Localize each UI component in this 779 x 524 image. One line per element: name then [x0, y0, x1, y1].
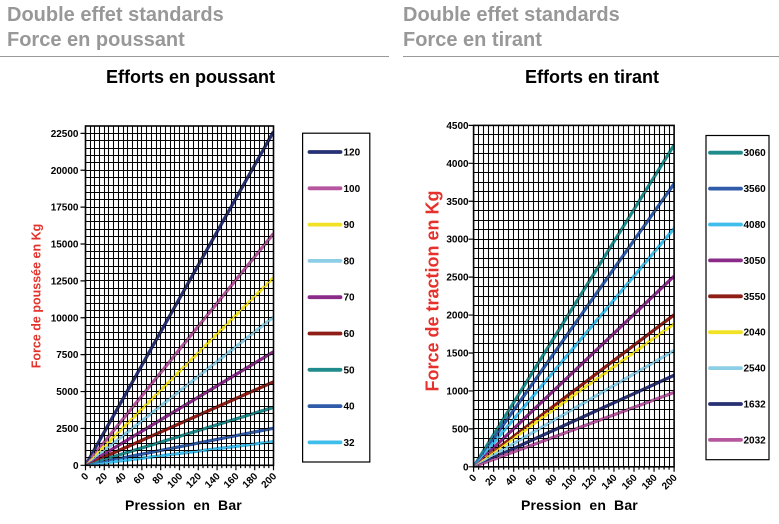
svg-text:17500: 17500: [51, 203, 79, 214]
svg-text:60: 60: [132, 471, 148, 487]
svg-text:22500: 22500: [51, 129, 79, 140]
svg-text:1500: 1500: [446, 349, 469, 360]
svg-text:12500: 12500: [51, 276, 79, 287]
svg-text:2500: 2500: [56, 424, 79, 435]
svg-text:80: 80: [544, 472, 560, 488]
svg-text:0: 0: [73, 461, 79, 472]
svg-text:10000: 10000: [51, 313, 79, 324]
svg-text:Force de traction en Kg: Force de traction en Kg: [423, 190, 443, 391]
svg-text:70: 70: [344, 293, 356, 304]
svg-text:5000: 5000: [56, 387, 79, 398]
svg-text:3000: 3000: [446, 235, 469, 246]
svg-text:2500: 2500: [446, 273, 469, 284]
svg-text:7500: 7500: [56, 350, 79, 361]
svg-text:2032: 2032: [744, 435, 767, 446]
svg-text:0: 0: [468, 472, 480, 484]
svg-text:80: 80: [344, 256, 356, 267]
svg-text:160: 160: [620, 472, 640, 492]
svg-text:140: 140: [203, 471, 223, 491]
svg-text:160: 160: [222, 471, 242, 491]
svg-text:120: 120: [580, 472, 600, 492]
svg-text:90: 90: [344, 220, 356, 231]
svg-text:0: 0: [463, 462, 469, 473]
svg-text:Force de poussée en Kg: Force de poussée en Kg: [30, 224, 44, 368]
svg-text:60: 60: [344, 329, 356, 340]
svg-text:80: 80: [151, 471, 167, 487]
svg-text:180: 180: [640, 472, 660, 492]
svg-text:15000: 15000: [51, 240, 79, 251]
svg-text:2540: 2540: [744, 364, 767, 375]
svg-text:50: 50: [344, 365, 356, 376]
svg-text:2000: 2000: [446, 311, 469, 322]
svg-text:40: 40: [504, 472, 520, 488]
svg-text:200: 200: [660, 472, 680, 492]
svg-text:100: 100: [344, 184, 361, 195]
svg-text:40: 40: [344, 402, 356, 413]
svg-text:1000: 1000: [446, 386, 469, 397]
svg-text:0: 0: [79, 471, 91, 483]
svg-text:180: 180: [241, 471, 261, 491]
svg-text:4500: 4500: [446, 121, 469, 132]
svg-text:120: 120: [344, 148, 361, 159]
svg-text:32: 32: [344, 438, 356, 449]
svg-text:100: 100: [560, 472, 580, 492]
svg-text:1632: 1632: [744, 400, 767, 411]
svg-text:3050: 3050: [744, 256, 767, 267]
svg-text:20: 20: [94, 471, 110, 487]
svg-text:20: 20: [484, 472, 500, 488]
svg-text:3560: 3560: [744, 184, 767, 195]
svg-text:500: 500: [452, 424, 469, 435]
svg-text:20000: 20000: [51, 166, 79, 177]
svg-text:200: 200: [260, 471, 280, 491]
svg-text:40: 40: [113, 471, 129, 487]
svg-text:2040: 2040: [744, 328, 767, 339]
svg-text:3060: 3060: [744, 148, 767, 159]
svg-text:140: 140: [600, 472, 620, 492]
svg-text:4080: 4080: [744, 220, 767, 231]
svg-text:4000: 4000: [446, 159, 469, 170]
svg-text:100: 100: [166, 471, 186, 491]
svg-text:120: 120: [184, 471, 204, 491]
svg-text:60: 60: [524, 472, 540, 488]
svg-text:3500: 3500: [446, 197, 469, 208]
svg-text:3550: 3550: [744, 292, 767, 303]
